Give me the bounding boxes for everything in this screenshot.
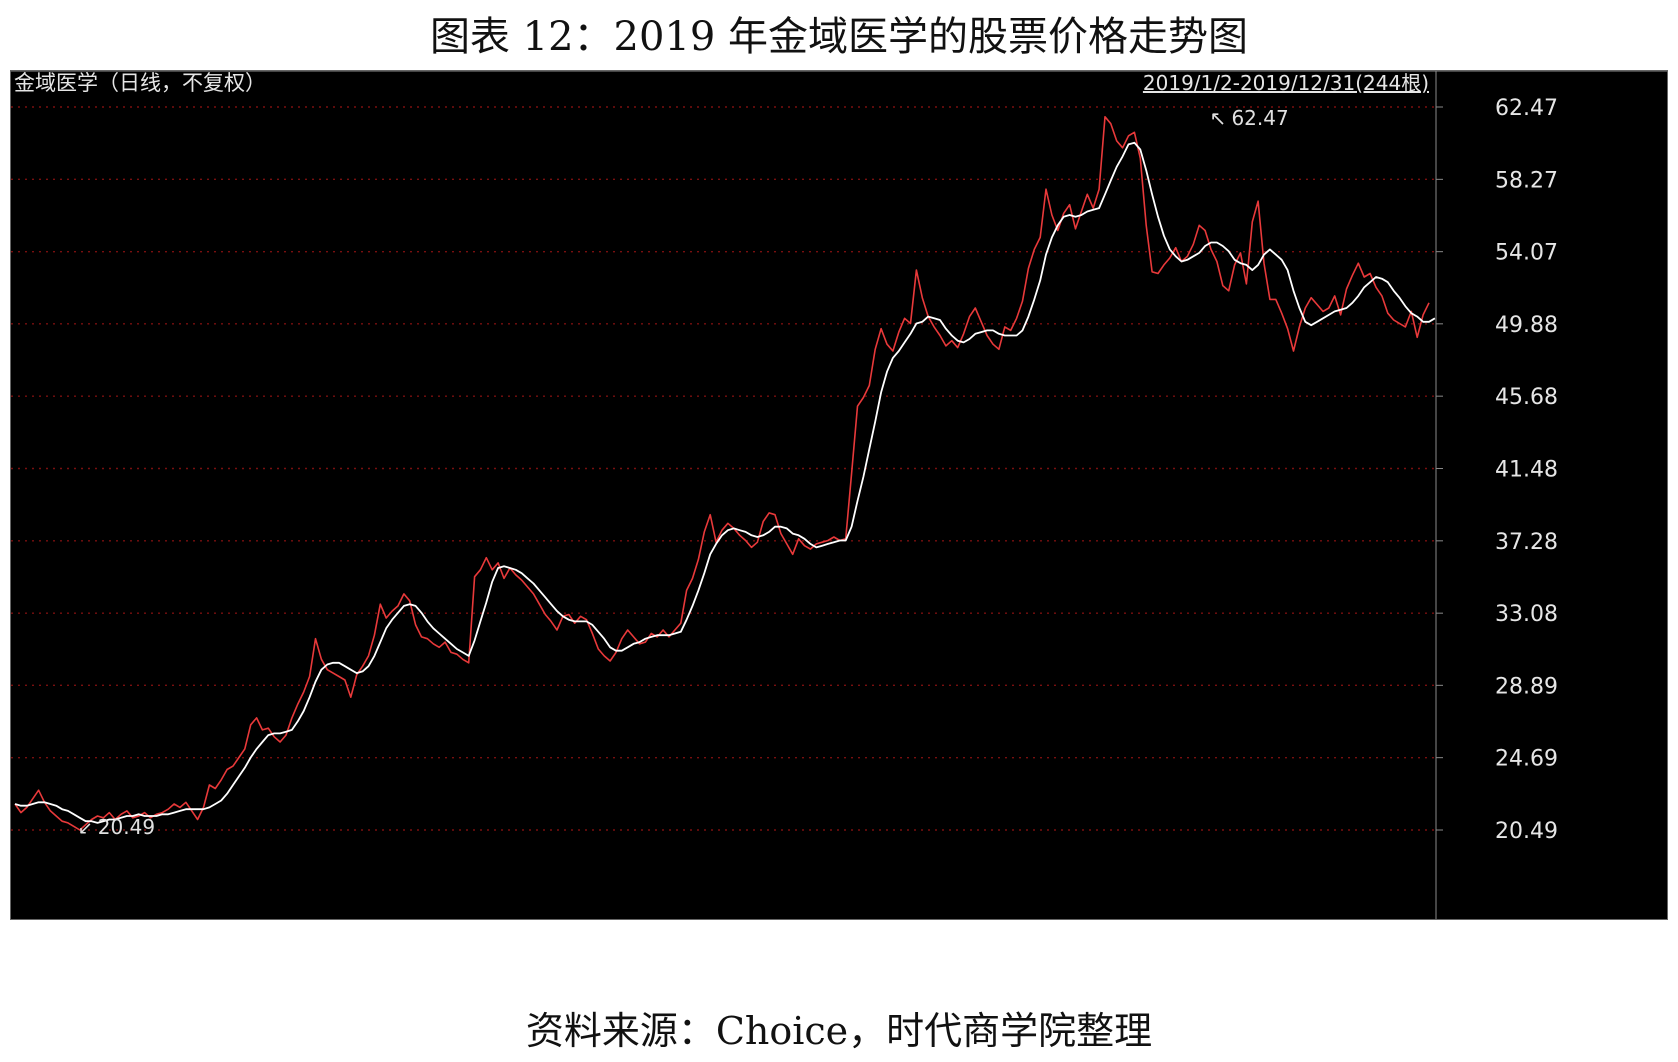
max-price-label: 62.47 (1231, 106, 1288, 130)
y-tick-label: 58.27 (1495, 168, 1558, 193)
y-tick-label: 54.07 (1495, 241, 1558, 266)
date-range-label: 2019/1/2-2019/12/31(244根) (1143, 71, 1429, 95)
stock-price-chart: 62.47 58.27 54.07 49.88 45.68 41.48 37.28 33.08… (11, 70, 1667, 919)
y-tick-label: 49.88 (1495, 313, 1558, 338)
y-tick-label: 45.68 (1495, 385, 1558, 410)
y-tick-label: 28.89 (1495, 674, 1558, 699)
min-arrow-icon: ↙ (78, 818, 93, 839)
extreme-annotations: ↖ 62.47 ↙ 20.49 (78, 106, 1289, 839)
y-tick-label: 33.08 (1495, 602, 1558, 627)
chart-panel: 62.47 58.27 54.07 49.88 45.68 41.48 37.28 33.08… (10, 70, 1668, 920)
y-tick-label: 24.69 (1495, 747, 1558, 772)
moving-average-line (14, 141, 1436, 824)
y-tick-label: 37.28 (1495, 530, 1558, 555)
y-tick-label: 20.49 (1495, 819, 1558, 844)
grid-lines (11, 106, 1436, 831)
source-note: 资料来源：Choice，时代商学院整理 (525, 1009, 1153, 1053)
price-line (14, 115, 1430, 831)
max-arrow-icon: ↖ (1209, 106, 1226, 130)
figure-title: 图表 12：2019 年金域医学的股票价格走势图 (429, 14, 1249, 60)
min-price-label: 20.49 (98, 815, 155, 839)
chart-title: 金域医学（日线，不复权） (14, 71, 266, 95)
y-tick-label: 41.48 (1495, 458, 1558, 483)
y-tick-labels: 62.47 58.27 54.07 49.88 45.68 41.48 37.28 33.08… (1436, 96, 1558, 844)
y-tick-label: 62.47 (1495, 96, 1558, 121)
series-lines (14, 115, 1436, 831)
